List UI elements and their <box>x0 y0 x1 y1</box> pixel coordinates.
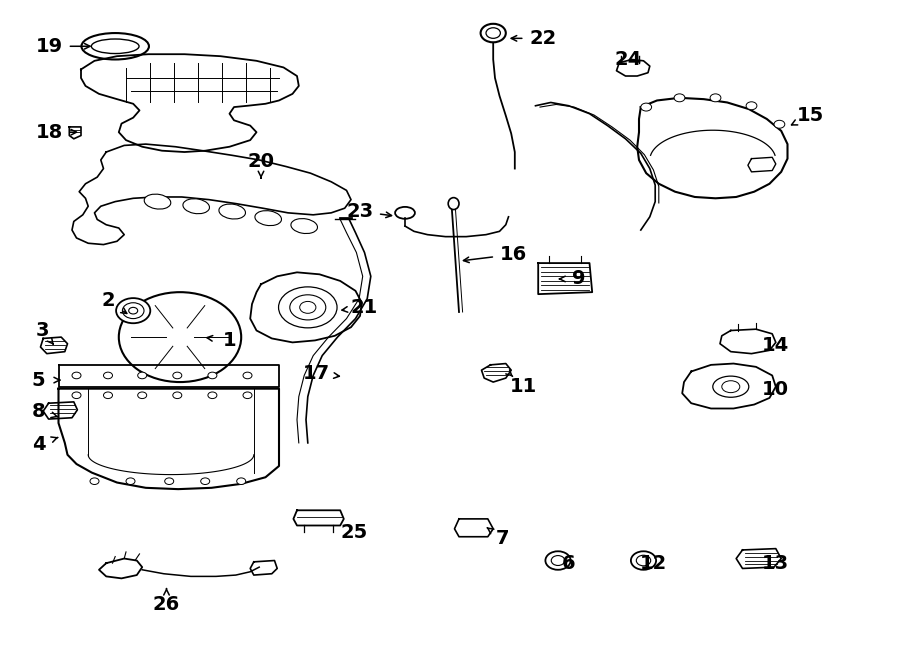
Ellipse shape <box>72 392 81 399</box>
Ellipse shape <box>237 478 246 485</box>
Ellipse shape <box>641 103 652 111</box>
Polygon shape <box>58 389 279 489</box>
Text: 5: 5 <box>32 371 46 389</box>
Ellipse shape <box>545 551 571 570</box>
Polygon shape <box>637 98 788 198</box>
Ellipse shape <box>486 28 500 38</box>
Ellipse shape <box>290 295 326 320</box>
Ellipse shape <box>631 551 656 570</box>
Ellipse shape <box>481 24 506 42</box>
Ellipse shape <box>219 204 246 219</box>
Ellipse shape <box>138 392 147 399</box>
Polygon shape <box>40 337 68 354</box>
Polygon shape <box>250 561 277 575</box>
Text: 10: 10 <box>762 381 789 399</box>
Polygon shape <box>454 519 493 537</box>
Polygon shape <box>69 127 81 139</box>
Text: 8: 8 <box>32 402 46 420</box>
Polygon shape <box>682 364 776 408</box>
Text: 1: 1 <box>222 331 237 350</box>
Polygon shape <box>250 272 362 342</box>
Text: 24: 24 <box>615 50 642 69</box>
Polygon shape <box>538 263 592 294</box>
Text: 2: 2 <box>101 292 115 310</box>
Ellipse shape <box>119 292 241 382</box>
Ellipse shape <box>395 207 415 219</box>
Ellipse shape <box>116 298 150 323</box>
Ellipse shape <box>208 372 217 379</box>
Ellipse shape <box>165 478 174 485</box>
Text: 3: 3 <box>35 321 49 340</box>
Ellipse shape <box>448 198 459 210</box>
Ellipse shape <box>243 372 252 379</box>
Ellipse shape <box>636 555 651 566</box>
Text: 21: 21 <box>351 298 378 317</box>
Polygon shape <box>748 157 776 172</box>
Ellipse shape <box>551 555 565 566</box>
Ellipse shape <box>746 102 757 110</box>
Text: 4: 4 <box>32 435 46 453</box>
Ellipse shape <box>72 372 81 379</box>
Text: 12: 12 <box>640 554 667 572</box>
Ellipse shape <box>208 392 217 399</box>
Text: 9: 9 <box>572 270 586 288</box>
Text: 11: 11 <box>510 377 537 396</box>
Polygon shape <box>482 364 511 382</box>
Text: 23: 23 <box>346 202 374 221</box>
Polygon shape <box>736 549 781 568</box>
Text: 22: 22 <box>529 29 556 48</box>
Text: 13: 13 <box>762 554 789 572</box>
Text: 20: 20 <box>248 153 274 171</box>
Text: 15: 15 <box>796 106 824 125</box>
Ellipse shape <box>243 392 252 399</box>
Text: 14: 14 <box>762 336 789 354</box>
Ellipse shape <box>92 39 140 54</box>
Ellipse shape <box>183 199 210 214</box>
Ellipse shape <box>144 194 171 209</box>
Ellipse shape <box>173 392 182 399</box>
Polygon shape <box>43 402 77 419</box>
Ellipse shape <box>713 376 749 397</box>
Ellipse shape <box>104 392 112 399</box>
Ellipse shape <box>138 372 147 379</box>
Text: 17: 17 <box>303 364 330 383</box>
Text: 16: 16 <box>500 245 526 264</box>
Ellipse shape <box>774 120 785 128</box>
Polygon shape <box>72 144 351 245</box>
Polygon shape <box>293 510 344 525</box>
Ellipse shape <box>710 94 721 102</box>
Ellipse shape <box>126 478 135 485</box>
Ellipse shape <box>300 301 316 313</box>
Ellipse shape <box>81 33 148 59</box>
Ellipse shape <box>255 211 282 225</box>
Text: 18: 18 <box>36 123 63 141</box>
Text: 19: 19 <box>36 37 63 56</box>
Text: 7: 7 <box>496 529 509 548</box>
Ellipse shape <box>278 287 337 328</box>
Ellipse shape <box>122 303 144 319</box>
Polygon shape <box>99 559 142 578</box>
Polygon shape <box>720 329 776 354</box>
Ellipse shape <box>722 381 740 393</box>
Text: 6: 6 <box>562 554 576 572</box>
Polygon shape <box>81 54 299 152</box>
Polygon shape <box>616 59 650 76</box>
Ellipse shape <box>104 372 112 379</box>
Ellipse shape <box>90 478 99 485</box>
Ellipse shape <box>173 372 182 379</box>
Ellipse shape <box>201 478 210 485</box>
Text: 26: 26 <box>153 596 180 614</box>
Text: 25: 25 <box>340 523 367 541</box>
Polygon shape <box>58 365 279 387</box>
Ellipse shape <box>129 307 138 314</box>
Ellipse shape <box>674 94 685 102</box>
Ellipse shape <box>291 219 318 233</box>
